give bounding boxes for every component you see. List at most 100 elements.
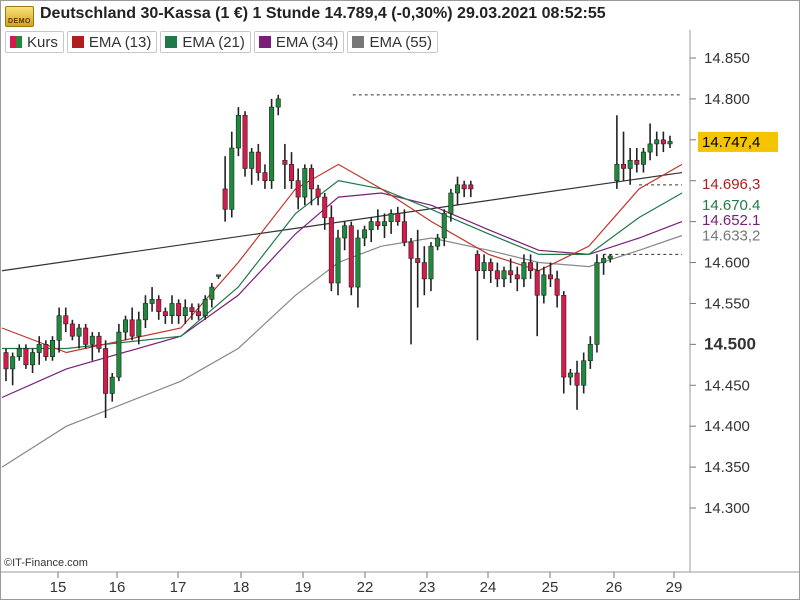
candle-body[interactable] [547, 274, 553, 280]
candle-body[interactable] [103, 348, 109, 394]
candle-body[interactable] [209, 286, 215, 300]
candle-body[interactable] [215, 274, 221, 277]
candle-body[interactable] [654, 139, 660, 145]
candle-body[interactable] [667, 141, 673, 145]
candle-body[interactable] [474, 254, 480, 272]
legend-item-0[interactable]: Kurs [5, 31, 64, 53]
candle-body[interactable] [640, 151, 646, 165]
candle-body[interactable] [196, 311, 202, 317]
candle-body[interactable] [415, 258, 421, 263]
candle-body[interactable] [149, 299, 155, 304]
candle-body[interactable] [49, 339, 55, 357]
candle-body[interactable] [534, 270, 540, 296]
candle-body[interactable] [594, 262, 600, 345]
candle-body[interactable] [136, 319, 142, 337]
candle-body[interactable] [508, 270, 514, 276]
candle-body[interactable] [601, 258, 607, 263]
candle-body[interactable] [162, 311, 168, 317]
candle-body[interactable] [83, 327, 89, 345]
candle-body[interactable] [627, 159, 633, 169]
candle-body[interactable] [481, 262, 487, 272]
candle-body[interactable] [328, 217, 334, 284]
legend-item-1[interactable]: EMA (13) [66, 31, 158, 53]
candle-body[interactable] [381, 221, 387, 227]
candle-body[interactable] [308, 168, 314, 190]
candle-body[interactable] [660, 139, 666, 145]
candle-body[interactable] [408, 241, 414, 259]
candle-body[interactable] [388, 213, 394, 222]
candle-body[interactable] [362, 229, 368, 239]
candle-body[interactable] [581, 360, 587, 386]
candle-body[interactable] [315, 188, 321, 198]
candle-body[interactable] [421, 262, 427, 280]
legend-item-3[interactable]: EMA (34) [253, 31, 345, 53]
candle-body[interactable] [202, 299, 208, 317]
candle-body[interactable] [355, 237, 361, 288]
candle-body[interactable] [262, 172, 268, 182]
candle-body[interactable] [3, 352, 9, 370]
candle-body[interactable] [514, 274, 520, 280]
candle-body[interactable] [395, 213, 401, 222]
candle-body[interactable] [521, 262, 527, 280]
candle-body[interactable] [342, 225, 348, 239]
candle-body[interactable] [156, 299, 162, 312]
candle-body[interactable] [488, 262, 494, 272]
candle-body[interactable] [189, 307, 195, 312]
legend-item-2[interactable]: EMA (21) [160, 31, 251, 53]
candle-body[interactable] [494, 270, 500, 280]
candle-body[interactable] [142, 303, 148, 321]
candle-body[interactable] [375, 221, 381, 227]
candle-body[interactable] [607, 255, 613, 259]
candle-body[interactable] [23, 348, 29, 366]
candle-body[interactable] [614, 164, 620, 182]
candle-body[interactable] [561, 294, 567, 378]
candle-body[interactable] [123, 319, 129, 333]
candle-body[interactable] [69, 323, 75, 337]
candle-body[interactable] [16, 348, 22, 357]
candle-body[interactable] [587, 344, 593, 362]
candle-body[interactable] [43, 344, 49, 357]
candle-body[interactable] [435, 237, 441, 247]
candle-body[interactable] [295, 180, 301, 198]
candle-body[interactable] [249, 151, 255, 169]
candle-body[interactable] [368, 221, 374, 231]
candle-body[interactable] [401, 221, 407, 243]
candle-body[interactable] [176, 303, 182, 317]
candle-body[interactable] [621, 164, 627, 169]
candle-body[interactable] [222, 188, 228, 210]
candle-body[interactable] [96, 335, 102, 349]
candle-body[interactable] [269, 106, 275, 182]
candle-body[interactable] [647, 143, 653, 153]
candle-body[interactable] [116, 331, 122, 378]
candle-body[interactable] [129, 319, 135, 337]
candle-body[interactable] [461, 184, 467, 190]
candle-body[interactable] [289, 164, 295, 182]
candle-body[interactable] [63, 315, 69, 325]
candle-body[interactable] [76, 327, 82, 337]
candle-body[interactable] [441, 213, 447, 239]
candle-body[interactable] [528, 262, 534, 272]
candle-body[interactable] [541, 274, 547, 296]
candle-body[interactable] [56, 315, 62, 341]
candle-body[interactable] [235, 114, 241, 149]
candle-body[interactable] [574, 372, 580, 386]
candle-body[interactable] [169, 303, 175, 317]
candle-body[interactable] [455, 184, 461, 194]
candle-body[interactable] [501, 270, 507, 280]
candle-body[interactable] [322, 196, 328, 218]
candle-body[interactable] [255, 151, 261, 173]
candle-body[interactable] [428, 245, 434, 280]
candle-body[interactable] [275, 98, 281, 108]
candle-body[interactable] [634, 159, 640, 165]
candle-body[interactable] [348, 225, 354, 288]
candle-body[interactable] [554, 278, 560, 296]
candle-body[interactable] [282, 159, 288, 165]
candle-body[interactable] [335, 237, 341, 284]
legend-item-4[interactable]: EMA (55) [347, 31, 438, 53]
candle-body[interactable] [30, 352, 36, 366]
candle-body[interactable] [567, 372, 573, 378]
candle-body[interactable] [448, 192, 454, 214]
candle-body[interactable] [36, 344, 42, 353]
candle-body[interactable] [229, 147, 235, 210]
